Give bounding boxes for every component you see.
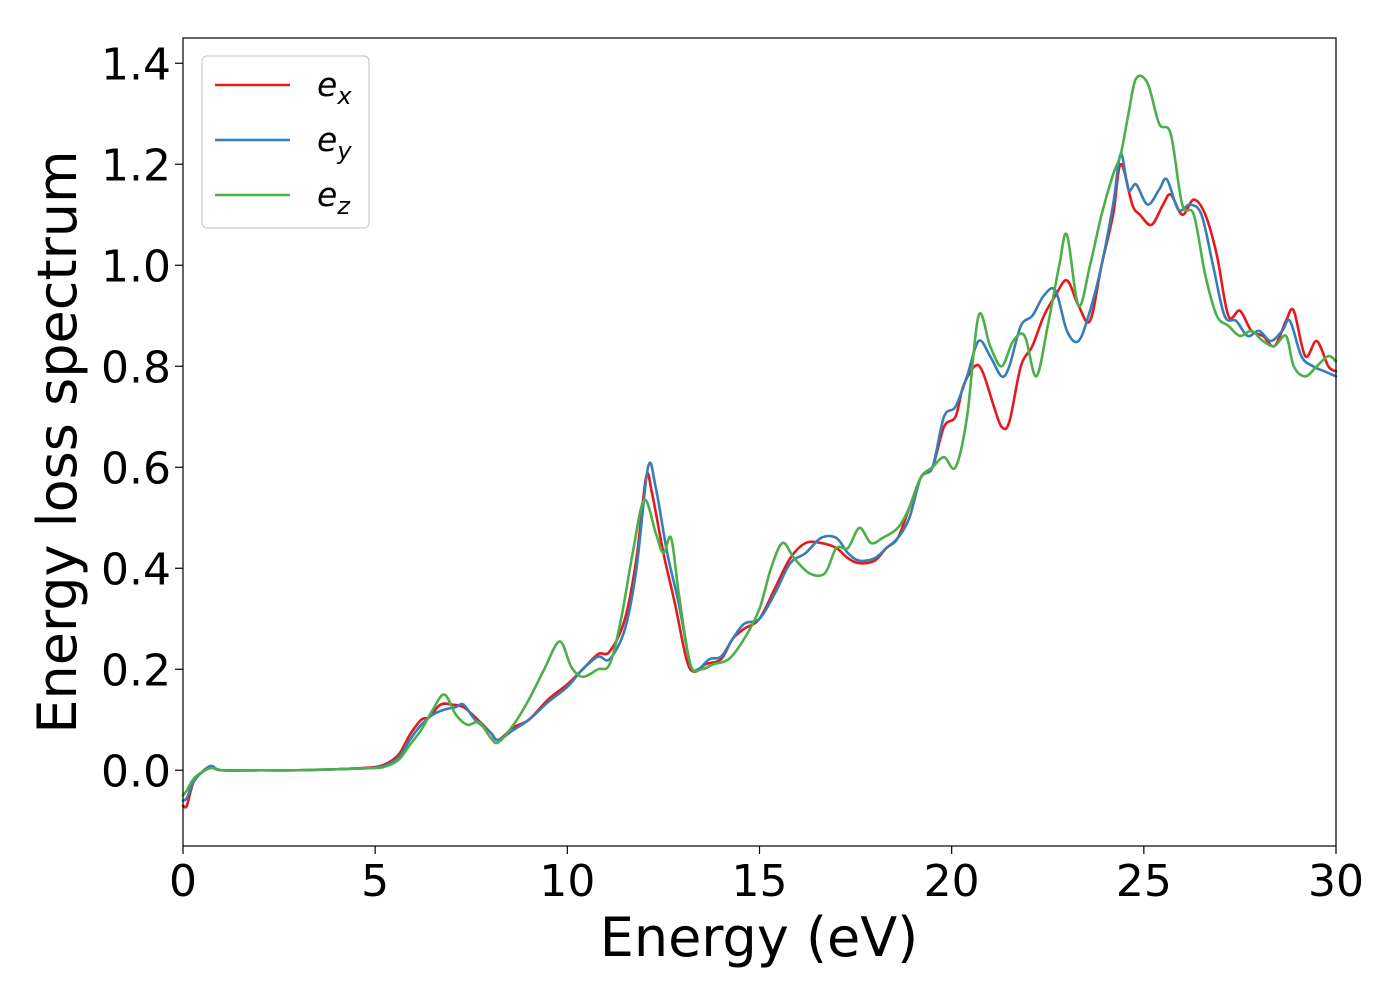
y-tick-label: 0.8 (101, 342, 171, 393)
series-lines (181, 74, 1338, 809)
y-tick-label: 0.2 (101, 645, 171, 696)
legend: ex ey ez (201, 55, 370, 229)
x-tick-label: 0 (169, 856, 197, 907)
legend-items: ex ey ez (215, 65, 352, 220)
x-tick-label: 30 (1308, 856, 1364, 907)
y-tick-label: 1.2 (101, 140, 171, 191)
y-tick-label: 0.4 (101, 544, 171, 595)
y-tick-label: 1.4 (101, 39, 171, 90)
x-tick-label: 20 (924, 856, 980, 907)
x-tick-label: 5 (361, 856, 389, 907)
plot-area (183, 38, 1336, 846)
y-axis: 0.0 0.2 0.4 0.6 0.8 1.0 1.2 1.4 (101, 39, 183, 797)
y-tick-label: 1.0 (101, 241, 171, 292)
x-tick-label: 10 (539, 856, 595, 907)
legend-box (201, 55, 370, 229)
x-axis-label: Energy (eV) (600, 906, 919, 969)
x-tick-label: 15 (732, 856, 788, 907)
legend-label-z: ez (317, 175, 351, 220)
legend-label-y: ey (317, 120, 352, 165)
legend-label-x: ex (317, 65, 352, 110)
y-tick-label: 0.0 (101, 746, 171, 797)
y-tick-label: 0.6 (101, 443, 171, 494)
x-tick-label: 25 (1116, 856, 1172, 907)
series-line-y (181, 152, 1338, 802)
x-axis: 0 5 10 15 20 25 30 (169, 846, 1364, 907)
series-line-z (181, 74, 1338, 797)
y-axis-label: Energy loss spectrum (26, 150, 89, 733)
